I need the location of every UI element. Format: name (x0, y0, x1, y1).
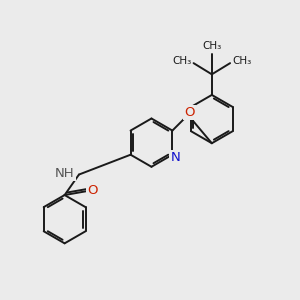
Text: NH: NH (55, 167, 74, 180)
Text: CH₃: CH₃ (202, 41, 221, 51)
Text: CH₃: CH₃ (172, 56, 191, 66)
Text: O: O (184, 106, 195, 119)
Text: CH₃: CH₃ (232, 56, 252, 66)
Text: O: O (88, 184, 98, 197)
Text: N: N (170, 151, 180, 164)
